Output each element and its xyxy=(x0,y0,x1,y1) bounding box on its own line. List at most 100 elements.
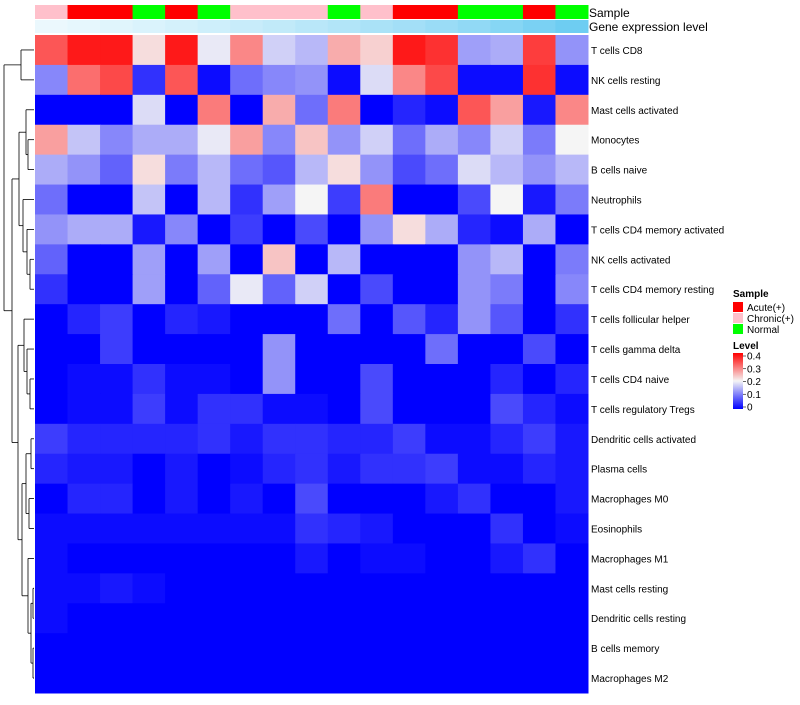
heatmap-cell xyxy=(230,663,264,694)
heatmap-cell xyxy=(327,304,361,335)
heatmap-cell xyxy=(67,214,101,245)
heatmap-cell xyxy=(262,334,296,365)
heatmap-cell xyxy=(555,573,589,604)
heatmap-cell xyxy=(490,633,524,664)
heatmap-cell xyxy=(262,543,296,574)
heatmap-cell xyxy=(555,274,589,305)
row-label: Macrophages M1 xyxy=(591,554,669,565)
heatmap-cell xyxy=(327,393,361,425)
heatmap-cell xyxy=(35,393,69,425)
heatmap-cell xyxy=(262,274,296,305)
heatmap-cell xyxy=(360,543,394,574)
heatmap-cell xyxy=(132,64,166,96)
heatmap-cell xyxy=(490,35,524,66)
heatmap-cell xyxy=(360,274,394,305)
heatmap-cell xyxy=(360,94,394,126)
gene-expression-annotation-cell xyxy=(230,20,264,33)
heatmap-cell xyxy=(100,334,134,365)
legend-level: Level 0.40.3 0.2 0.1 0 xyxy=(733,341,761,414)
heatmap-cell xyxy=(295,304,329,335)
heatmap-cell xyxy=(327,453,361,485)
heatmap-cell xyxy=(360,663,394,694)
heatmap-cell xyxy=(392,453,426,485)
heatmap-cell xyxy=(100,274,134,305)
heatmap-cell xyxy=(522,244,556,275)
heatmap-cell xyxy=(262,393,296,425)
heatmap-cell xyxy=(360,573,394,604)
heatmap-cell xyxy=(295,154,329,186)
gene-expression-annotation-cell xyxy=(522,20,556,33)
heatmap-cell xyxy=(132,214,166,245)
heatmap-cell xyxy=(67,274,101,305)
heatmap-cell xyxy=(327,334,361,365)
heatmap-cell xyxy=(100,573,134,604)
heatmap-cell xyxy=(35,423,69,455)
heatmap-cell xyxy=(392,274,426,305)
heatmap-cell xyxy=(100,543,134,574)
heatmap-cell xyxy=(165,364,199,395)
heatmap-cell xyxy=(67,513,101,544)
heatmap-cell xyxy=(262,94,296,126)
heatmap-cell xyxy=(197,35,231,66)
heatmap-cell xyxy=(490,364,524,395)
row-label: Macrophages M0 xyxy=(591,495,669,506)
heatmap-cell xyxy=(490,154,524,186)
heatmap-cell xyxy=(262,483,296,515)
heatmap-cell xyxy=(197,453,231,485)
heatmap-cell xyxy=(327,513,361,544)
heatmap-cell xyxy=(392,543,426,574)
heatmap-cell xyxy=(392,603,426,634)
heatmap-cell xyxy=(35,633,69,664)
heatmap-cell xyxy=(425,633,459,664)
heatmap-cell xyxy=(197,393,231,425)
heatmap-cell xyxy=(490,244,524,275)
row-label: NK cells resting xyxy=(591,76,660,87)
annotation-label-sample: Sample xyxy=(589,6,630,20)
heatmap-cell xyxy=(165,154,199,186)
heatmap-cell xyxy=(457,334,491,365)
heatmap-cell xyxy=(35,274,69,305)
heatmap-cell xyxy=(35,244,69,275)
heatmap-cell xyxy=(457,184,491,215)
heatmap-cell xyxy=(392,304,426,335)
gene-expression-annotation-cell xyxy=(392,20,426,33)
sample-annotation-cell xyxy=(230,5,264,19)
heatmap-cell xyxy=(295,64,329,96)
legend-level-tick-label: 0.1 xyxy=(747,390,761,401)
sample-annotation-cell xyxy=(295,5,329,19)
heatmap-cell xyxy=(522,304,556,335)
heatmap-cell xyxy=(165,603,199,634)
heatmap-cell xyxy=(132,513,166,544)
heatmap-cell xyxy=(327,543,361,574)
heatmap-cell xyxy=(425,423,459,455)
heatmap-cell xyxy=(100,513,134,544)
heatmap-cell xyxy=(132,393,166,425)
heatmap-cell xyxy=(555,35,589,66)
heatmap-cell xyxy=(457,453,491,485)
heatmap-cell xyxy=(295,453,329,485)
heatmap-cell xyxy=(230,124,264,156)
heatmap-cell xyxy=(522,274,556,305)
gene-expression-annotation-cell xyxy=(457,20,491,33)
heatmap-cell xyxy=(165,453,199,485)
row-label: T cells follicular helper xyxy=(591,315,690,326)
heatmap-cell xyxy=(100,184,134,215)
heatmap-cell xyxy=(165,633,199,664)
heatmap-cell xyxy=(132,663,166,694)
heatmap-cell xyxy=(230,35,264,66)
heatmap-cell xyxy=(295,543,329,574)
heatmap-cell xyxy=(392,184,426,215)
heatmap-cell xyxy=(522,214,556,245)
legend-sample-title: Sample xyxy=(733,289,769,300)
heatmap-cell xyxy=(230,244,264,275)
heatmap-cell xyxy=(262,304,296,335)
heatmap-cell xyxy=(425,334,459,365)
heatmap-cell xyxy=(197,573,231,604)
heatmap-cell xyxy=(392,94,426,126)
heatmap-cell xyxy=(132,304,166,335)
heatmap-cell xyxy=(35,94,69,126)
heatmap-cell xyxy=(100,304,134,335)
row-label: Macrophages M2 xyxy=(591,674,669,685)
heatmap-cell xyxy=(295,124,329,156)
